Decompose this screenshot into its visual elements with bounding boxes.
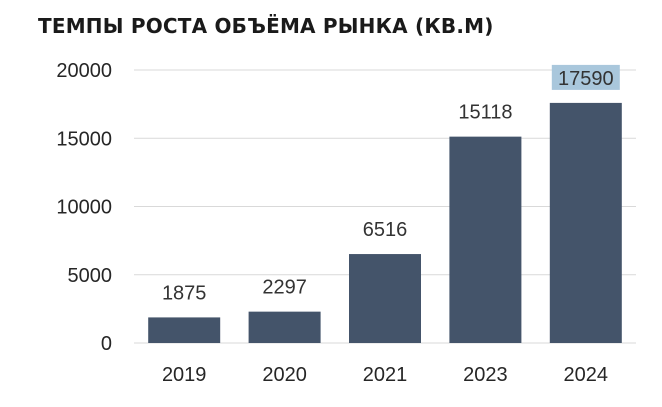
y-axis: 0 5000 10000 15000 20000 — [56, 60, 112, 355]
data-label: 1875 — [162, 282, 207, 304]
x-tick-label: 2019 — [162, 364, 207, 386]
bar — [449, 136, 522, 343]
x-tick-label: 2020 — [262, 364, 307, 386]
data-labels: 1875 2297 6516 15118 17590 — [162, 64, 620, 304]
x-tick-label: 2021 — [363, 364, 408, 386]
y-tick-label: 20000 — [56, 60, 112, 82]
y-tick-label: 0 — [101, 333, 112, 355]
bar — [349, 254, 421, 343]
bar — [248, 311, 321, 343]
bar — [148, 317, 221, 343]
x-tick-label: 2023 — [463, 364, 508, 386]
data-label: 15118 — [458, 102, 512, 124]
y-tick-label: 10000 — [56, 197, 112, 219]
y-tick-label: 15000 — [56, 128, 112, 150]
bar — [549, 102, 622, 343]
x-axis: 2019 2020 2021 2023 2024 — [162, 364, 608, 386]
bars — [148, 102, 622, 343]
data-label: 6516 — [363, 219, 408, 241]
chart-title: ТЕМПЫ РОСТА ОБЪЁМА РЫНКА (КВ.М) — [38, 14, 494, 38]
x-tick-label: 2024 — [564, 364, 609, 386]
data-label-highlight — [551, 64, 620, 90]
data-label: 2297 — [262, 277, 307, 299]
data-label: 17590 — [558, 68, 614, 90]
y-tick-label: 5000 — [68, 265, 113, 287]
